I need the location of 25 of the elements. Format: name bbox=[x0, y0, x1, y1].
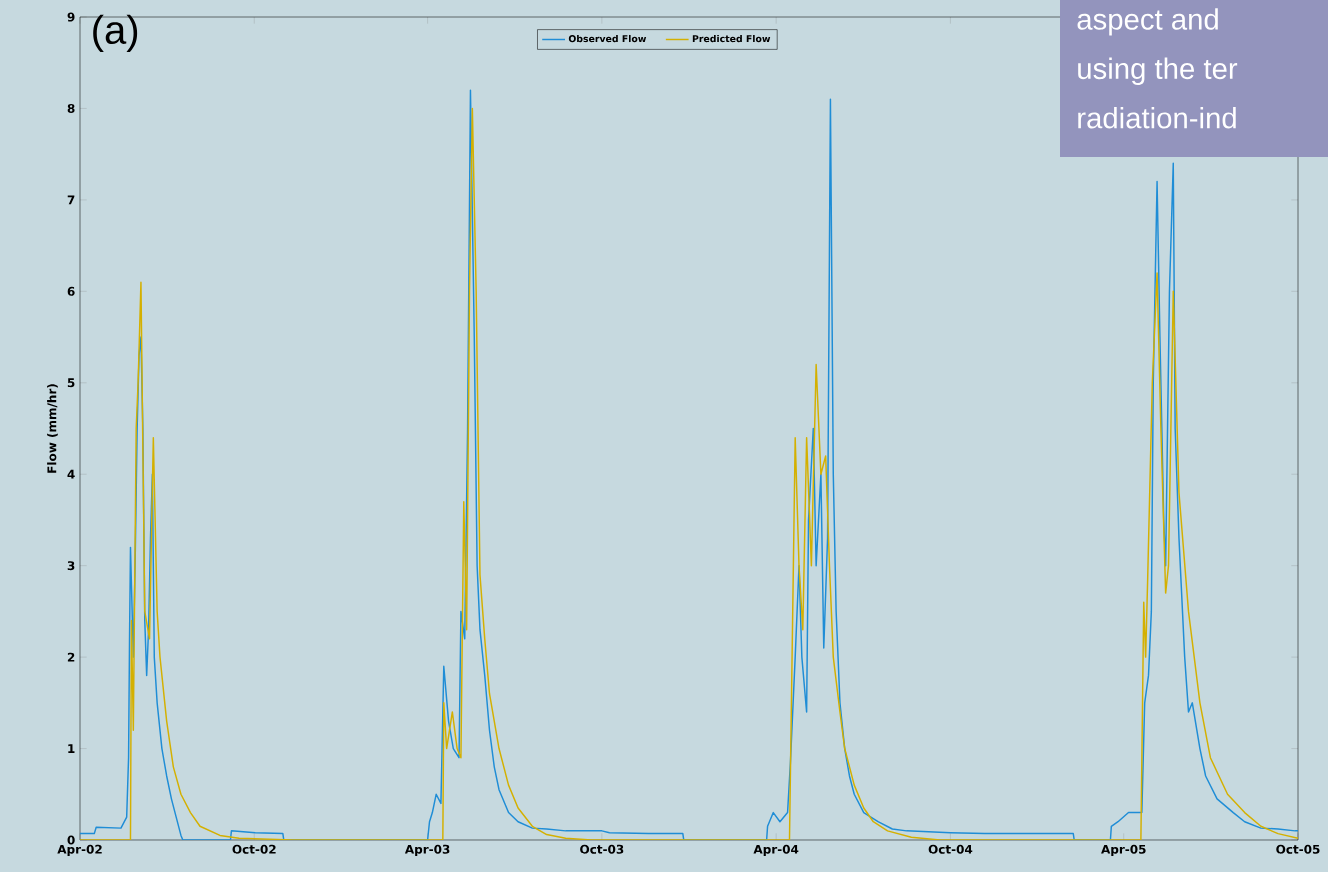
y-tick-label: 3 bbox=[67, 561, 75, 571]
y-tick-label: 5 bbox=[67, 378, 75, 388]
y-tick-label: 0 bbox=[67, 835, 75, 845]
y-tick-label: 6 bbox=[67, 286, 75, 296]
y-tick-label: 1 bbox=[68, 744, 75, 753]
y-tick-label: 2 bbox=[67, 652, 75, 662]
x-tick-label: Oct-05 bbox=[1276, 844, 1320, 854]
y-tick-label: 9 bbox=[67, 12, 75, 22]
y-tick-label: 7 bbox=[67, 195, 75, 205]
x-tick-label: Oct-04 bbox=[928, 844, 973, 854]
y-tick-label: 4 bbox=[67, 469, 75, 479]
x-tick-label: Apr-04 bbox=[753, 844, 799, 857]
x-tick-label: Oct-03 bbox=[580, 844, 624, 854]
x-tick-label: Apr-03 bbox=[404, 844, 450, 857]
annotation: using the ter bbox=[1078, 57, 1238, 85]
y-axis-title: Flow (mm/hr) bbox=[47, 384, 58, 473]
y-tick-label: 8 bbox=[67, 103, 75, 113]
annotation: aspect and bbox=[1077, 8, 1218, 36]
x-tick-label: Oct-02 bbox=[232, 844, 276, 854]
x-tick-label: Apr-05 bbox=[1101, 844, 1146, 857]
x-tick-label: Apr-02 bbox=[57, 844, 102, 857]
annotation: radiation-ind bbox=[1078, 106, 1236, 129]
legend-label: Observed Flow bbox=[568, 34, 647, 43]
annotation: (a) bbox=[93, 14, 138, 52]
legend-label: Predicted Flow bbox=[692, 34, 771, 43]
